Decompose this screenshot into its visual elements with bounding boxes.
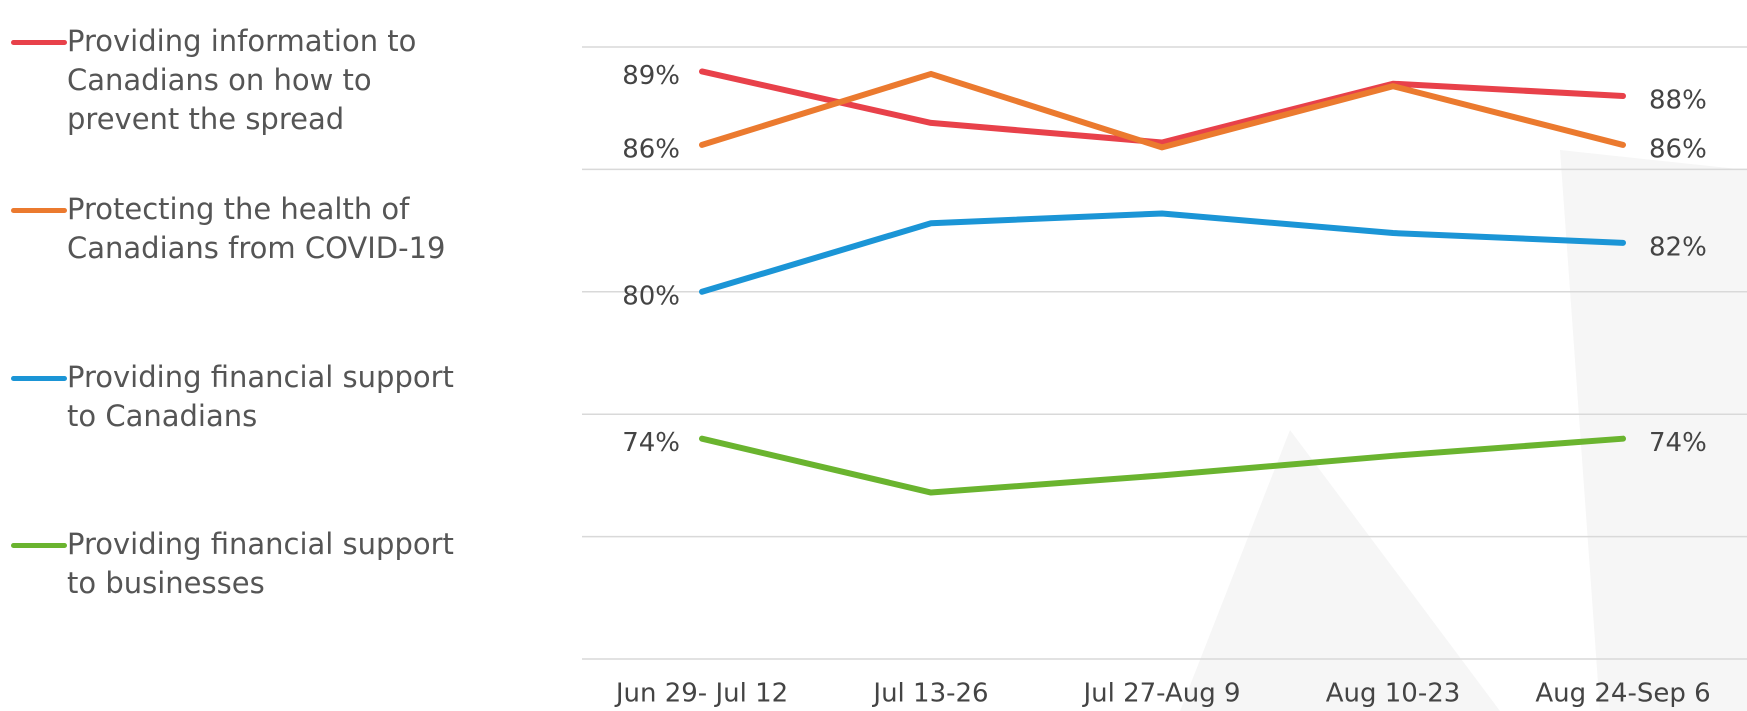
legend-item: Providing financial support to businesse… [0, 525, 487, 603]
legend-swatch [11, 208, 67, 213]
legend-label: Providing financial support to businesse… [67, 527, 454, 600]
series-line [699, 68, 1626, 146]
x-tick-label: Jul 27-Aug 9 [1081, 679, 1240, 709]
data-label: 86% [622, 134, 680, 164]
x-tick-label: Aug 10-23 [1326, 679, 1461, 709]
data-label: 86% [1649, 134, 1707, 164]
watermark [1180, 430, 1500, 711]
x-tick-label: Jun 29- Jul 12 [614, 679, 788, 709]
legend-item: Providing information to Canadians on ho… [0, 22, 487, 139]
series-line [699, 435, 1626, 496]
legend-label: Protecting the health of Canadians from … [67, 192, 446, 265]
x-tick-label: Jul 13-26 [871, 679, 988, 709]
data-label: 82% [1649, 232, 1707, 262]
data-label: 89% [622, 61, 680, 91]
data-label: 88% [1649, 85, 1707, 115]
legend-swatch [11, 543, 67, 548]
legend-swatch [11, 376, 67, 381]
legend-label: Providing financial support to Canadians [67, 360, 454, 433]
legend-swatch [11, 40, 67, 45]
data-label: 74% [1649, 428, 1707, 458]
legend-label: Providing information to Canadians on ho… [67, 24, 417, 136]
series-line [699, 210, 1626, 295]
data-label: 80% [622, 281, 680, 311]
data-label: 74% [622, 428, 680, 458]
legend-item: Providing financial support to Canadians [0, 358, 487, 436]
legend-item: Protecting the health of Canadians from … [0, 190, 487, 268]
watermark [1560, 150, 1747, 711]
x-tick-label: Aug 24-Sep 6 [1535, 679, 1710, 709]
series-line [699, 70, 1626, 151]
